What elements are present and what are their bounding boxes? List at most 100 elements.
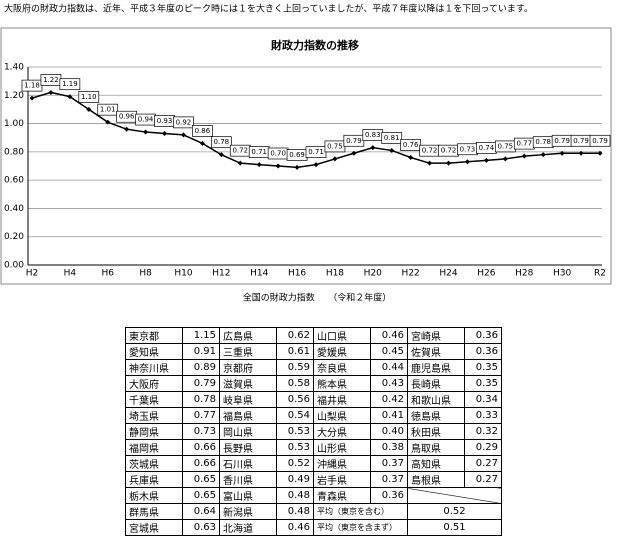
data-label: 0.69: [289, 151, 305, 159]
table-cell: 0.35: [464, 359, 502, 376]
table-cell: 0.89: [182, 359, 220, 376]
data-label-box: [210, 136, 232, 149]
data-label-box: [192, 125, 213, 137]
table-cell: 0.77: [182, 407, 220, 424]
data-point: [464, 159, 470, 165]
table-cell: 0.73: [182, 423, 220, 440]
data-label-box: [97, 103, 119, 116]
table-cell: 0.43: [370, 375, 408, 392]
table-row: 神奈川県 0.89 京都府 0.59 奈良県 0.44 鹿児島県 0.35: [125, 359, 502, 376]
data-point: [67, 94, 73, 100]
data-point: [256, 162, 262, 168]
data-point: [351, 150, 357, 156]
data-point: [294, 164, 300, 170]
table-cell: 0.36: [370, 487, 408, 504]
chart-title: 財政力指数の推移: [270, 38, 359, 52]
data-point: [521, 153, 527, 159]
data-label: 0.74: [479, 144, 495, 152]
table-cell: 0.40: [370, 423, 408, 440]
table-cell: 0.38: [370, 439, 408, 456]
table-cell: 0.36: [464, 327, 502, 344]
data-point: [162, 130, 168, 136]
table-cell: 埼玉県: [125, 407, 183, 424]
table-cell: 0.52: [407, 503, 502, 520]
table-cell: 大分県: [313, 423, 371, 440]
table-cell: 0.46: [370, 327, 408, 344]
table-cell: 0.44: [370, 359, 408, 376]
table-cell: 佐賀県: [407, 343, 465, 360]
table-caption: 全国の財政力指数 （令和２年度）: [243, 292, 392, 304]
data-point: [313, 162, 319, 168]
table-cell: 0.61: [276, 343, 314, 360]
table-cell: 新潟県: [219, 503, 277, 520]
table-cell: 大阪府: [125, 375, 183, 392]
y-tick-label: 0.00: [4, 261, 24, 271]
table-cell: 0.53: [276, 423, 314, 440]
data-label: 0.71: [251, 148, 267, 156]
table-cell: 富山県: [219, 487, 277, 504]
table-row: 群馬県 0.64 新潟県 0.48 平均（東京を含む） 0.52: [125, 503, 502, 520]
table-row: 静岡県 0.73 岡山県 0.53 大分県 0.40 秋田県 0.32: [125, 423, 502, 440]
table-row: 東京都 1.15 広島県 0.62 山口県 0.46 宮崎県 0.36: [125, 327, 502, 344]
table-cell: 東京都: [125, 327, 183, 344]
table-row: 埼玉県 0.77 福島県 0.54 山梨県 0.41 徳島県 0.33: [125, 407, 502, 424]
table-cell: 静岡県: [125, 423, 183, 440]
data-point: [540, 152, 546, 158]
x-tick-label: H16: [288, 269, 306, 279]
x-tick-label: H22: [402, 269, 420, 279]
data-label: 0.75: [498, 142, 514, 150]
table-cell: 0.48: [276, 487, 314, 504]
table-cell: 滋賀県: [219, 375, 277, 392]
data-point: [578, 150, 584, 156]
intro-text: 大阪府の財政力指数は、近年、平成３年度のピーク時には１を大きく上回っていましたが…: [4, 3, 533, 15]
table-cell: 0.58: [276, 375, 314, 392]
table-cell: 0.33: [464, 407, 502, 424]
table-row: 兵庫県 0.65 香川県 0.49 岩手県 0.37 島根県 0.27: [125, 471, 502, 488]
table-cell: 0.53: [276, 439, 314, 456]
data-label: 0.70: [270, 150, 286, 158]
data-point: [483, 157, 489, 163]
table-cell: 和歌山県: [407, 391, 465, 408]
table-cell: 山形県: [313, 439, 371, 456]
table-cell: 0.65: [182, 471, 220, 488]
table-cell: 兵庫県: [125, 471, 183, 488]
data-point: [427, 160, 433, 166]
data-label: 0.96: [119, 113, 135, 121]
table-cell: 0.62: [276, 327, 314, 344]
table-cell: 北海道: [219, 519, 277, 536]
y-tick-label: 0.20: [4, 232, 24, 242]
table-cell: 福島県: [219, 407, 277, 424]
data-label: 0.71: [308, 148, 324, 156]
x-tick-label: H18: [326, 269, 344, 279]
table-cell: 0.27: [464, 471, 502, 488]
table-cell: 0.79: [182, 375, 220, 392]
data-point: [199, 140, 205, 146]
data-label: 0.78: [214, 138, 230, 146]
table-row: 茨城県 0.66 石川県 0.52 沖縄県 0.37 高知県 0.27: [125, 455, 502, 472]
x-tick-label: H28: [515, 269, 533, 279]
data-label: 1.22: [43, 76, 59, 84]
y-tick-label: 0.80: [4, 147, 24, 157]
data-label-box: [59, 78, 81, 91]
data-point: [370, 145, 376, 151]
x-tick-label: H30: [553, 269, 571, 279]
data-point: [105, 119, 111, 125]
data-point: [502, 156, 508, 162]
data-point: [275, 163, 281, 169]
x-tick-label: H10: [174, 269, 192, 279]
x-tick-label: H2: [26, 269, 39, 279]
y-tick-label: 0.60: [4, 176, 24, 186]
table-cell: 島根県: [407, 471, 465, 488]
data-point: [408, 155, 414, 161]
x-tick-label: H14: [250, 269, 268, 279]
table-cell: 平均（東京を含む）: [313, 503, 408, 520]
table-cell: 福井県: [313, 391, 371, 408]
data-label: 0.79: [346, 137, 362, 145]
data-label-box: [589, 134, 611, 147]
table-cell: 愛媛県: [313, 343, 371, 360]
data-point: [86, 106, 92, 112]
data-label: 0.81: [384, 134, 400, 142]
table-cell: 長野県: [219, 439, 277, 456]
chart-frame: [0, 27, 612, 285]
